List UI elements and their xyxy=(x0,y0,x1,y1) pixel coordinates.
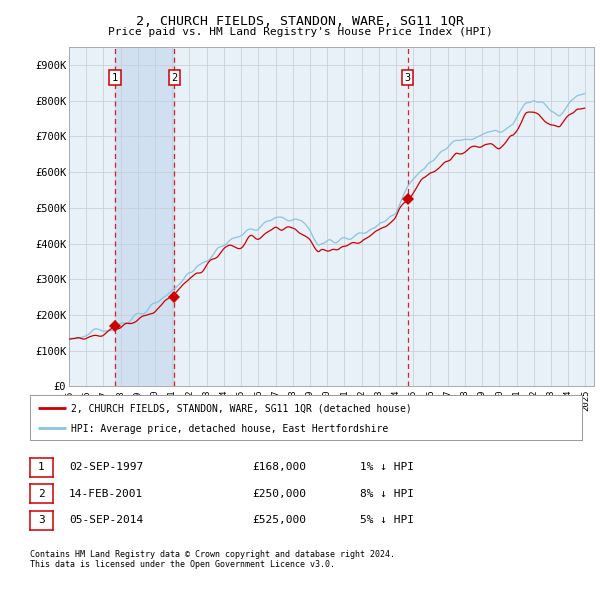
Text: 05-SEP-2014: 05-SEP-2014 xyxy=(69,516,143,525)
Text: £168,000: £168,000 xyxy=(252,463,306,472)
Text: Price paid vs. HM Land Registry's House Price Index (HPI): Price paid vs. HM Land Registry's House … xyxy=(107,27,493,37)
Text: 3: 3 xyxy=(404,73,411,83)
Text: 14-FEB-2001: 14-FEB-2001 xyxy=(69,489,143,499)
Text: 2, CHURCH FIELDS, STANDON, WARE, SG11 1QR (detached house): 2, CHURCH FIELDS, STANDON, WARE, SG11 1Q… xyxy=(71,404,412,414)
Text: 02-SEP-1997: 02-SEP-1997 xyxy=(69,463,143,472)
Text: 8% ↓ HPI: 8% ↓ HPI xyxy=(360,489,414,499)
Text: 2, CHURCH FIELDS, STANDON, WARE, SG11 1QR: 2, CHURCH FIELDS, STANDON, WARE, SG11 1Q… xyxy=(136,15,464,28)
Text: 1: 1 xyxy=(112,73,118,83)
Text: HPI: Average price, detached house, East Hertfordshire: HPI: Average price, detached house, East… xyxy=(71,424,389,434)
Text: £250,000: £250,000 xyxy=(252,489,306,499)
Bar xyxy=(115,47,175,386)
Text: 5% ↓ HPI: 5% ↓ HPI xyxy=(360,516,414,525)
Text: Contains HM Land Registry data © Crown copyright and database right 2024.: Contains HM Land Registry data © Crown c… xyxy=(30,550,395,559)
Text: 3: 3 xyxy=(38,516,45,525)
Text: 2: 2 xyxy=(38,489,45,499)
Text: 1: 1 xyxy=(38,463,45,472)
Text: This data is licensed under the Open Government Licence v3.0.: This data is licensed under the Open Gov… xyxy=(30,560,335,569)
Text: 2: 2 xyxy=(171,73,178,83)
Text: £525,000: £525,000 xyxy=(252,516,306,525)
Text: 1% ↓ HPI: 1% ↓ HPI xyxy=(360,463,414,472)
